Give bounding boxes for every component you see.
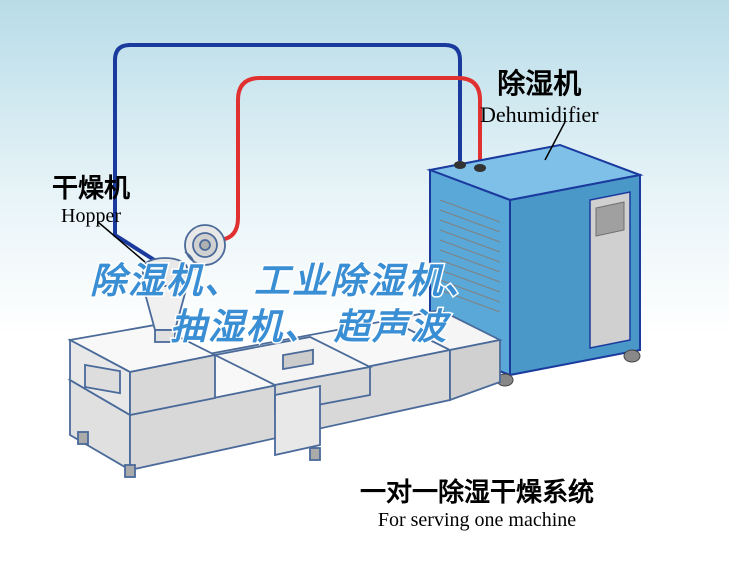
dehumidifier-label-en: Dehumidifier	[480, 102, 599, 128]
overlay-line1: 除湿机、 工业除湿机、	[90, 252, 482, 304]
dehumidifier-label-cn: 除湿机	[480, 62, 599, 102]
hopper-label-cn: 干燥机	[52, 168, 130, 205]
hopper-label-en: Hopper	[52, 205, 130, 228]
dehumidifier-label: 除湿机 Dehumidifier	[480, 62, 599, 128]
overlay-line2: 抽湿机、 超声波	[170, 298, 448, 350]
system-title-en: For serving one machine	[360, 509, 594, 532]
system-title: 一对一除湿干燥系统 For serving one machine	[360, 472, 594, 532]
system-title-cn: 一对一除湿干燥系统	[360, 472, 594, 509]
hopper-label: 干燥机 Hopper	[52, 168, 130, 228]
